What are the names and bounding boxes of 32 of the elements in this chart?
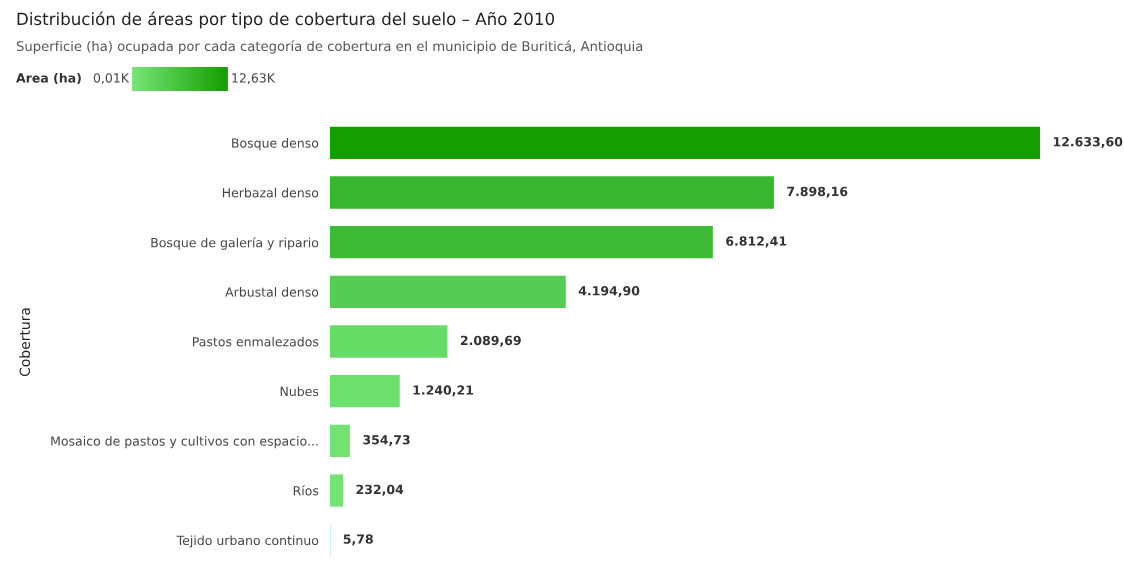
data-label: 5,78 (343, 534, 373, 546)
y-tick-label: Ríos (293, 485, 319, 496)
data-label: 6.812,41 (726, 236, 787, 248)
data-label: 232,04 (356, 484, 404, 496)
bar (330, 126, 1040, 159)
text: 12,63K (232, 73, 276, 84)
bar (330, 325, 448, 358)
bar (330, 424, 350, 457)
y-tick-label: Tejido urbano continuo (176, 535, 319, 548)
data-label: 4.194,90 (578, 286, 640, 298)
bar (330, 226, 713, 259)
y-tick-label: Bosque denso (232, 138, 319, 151)
bar (330, 474, 344, 507)
data-label: 12.633,60 (1053, 137, 1123, 149)
y-tick-label: Bosque de galería y ripario (151, 237, 319, 250)
chart-subtitle: Superficie (ha) ocupada por cada categoría de cobertura en el municipio de Buriticá, Antioquia (16, 40, 643, 54)
data-label: 7.898,16 (787, 186, 848, 198)
color-bar-title: Area (ha) (16, 72, 81, 85)
text: 0,01K (93, 73, 130, 84)
bar (330, 375, 400, 408)
y-tick-label: Pastos enmalezados (193, 336, 319, 347)
y-tick-label: Mosaico de pastos y cultivos con espacio... (51, 436, 318, 449)
data-label: 354,73 (363, 435, 410, 447)
bar (330, 275, 566, 308)
chart-title: Distribución de áreas por tipo de cobertura del suelo – Año 2010 (17, 11, 555, 29)
y-tick-label: Arbustal denso (225, 287, 319, 297)
data-label: 1.240,21 (413, 385, 474, 397)
bar (330, 176, 774, 209)
data-label: 2.089,69 (460, 335, 521, 347)
y-axis-title: Cobertura (19, 308, 31, 377)
y-tick-label: Nubes (280, 386, 319, 397)
y-tick-label: Herbazal denso (222, 187, 319, 198)
